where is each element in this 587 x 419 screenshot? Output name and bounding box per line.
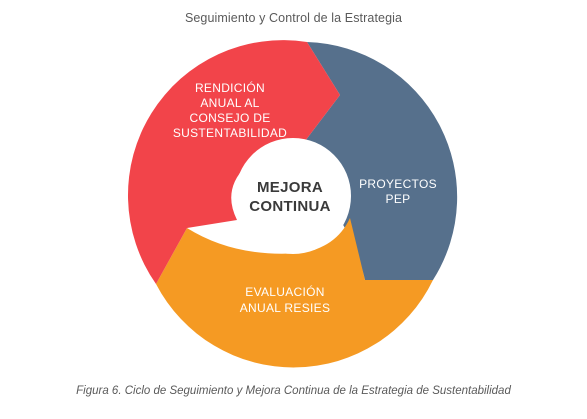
- segment-evaluacion: [156, 218, 433, 368]
- center-label-line1: MEJORA: [257, 179, 323, 196]
- rendicion-label-line4: SUSTENTABILIDAD: [173, 126, 287, 140]
- center-circle: [235, 138, 351, 254]
- center-label-line2: CONTINUA: [249, 198, 331, 215]
- rendicion-label-line2: ANUAL AL: [200, 96, 259, 110]
- evaluacion-label-line2: ANUAL RESIES: [240, 301, 331, 315]
- rendicion-label-line1: RENDICIÓN: [195, 80, 265, 95]
- segment-rendicion: [127, 40, 341, 284]
- figure-caption: Figura 6. Ciclo de Seguimiento y Mejora …: [76, 385, 511, 397]
- diagram-title: Seguimiento y Control de la Estrategia: [184, 11, 403, 25]
- proyectos-label-line1: PROYECTOS: [359, 177, 437, 191]
- evaluacion-label-line1: EVALUACIÓN: [245, 284, 324, 299]
- rendicion-label-line3: CONSEJO DE: [189, 111, 270, 125]
- proyectos-label-line2: PEP: [386, 192, 411, 206]
